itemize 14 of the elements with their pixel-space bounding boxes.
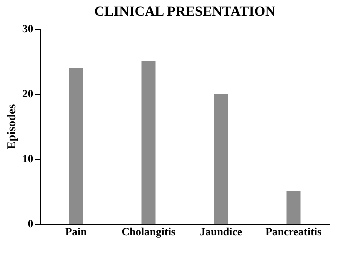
chart-title: CLINICAL PRESENTATION xyxy=(94,5,276,20)
bar xyxy=(69,68,84,224)
y-axis-title: Episodes xyxy=(4,104,18,150)
bar xyxy=(142,62,156,224)
x-tick-label: Jaundice xyxy=(200,226,242,238)
bar xyxy=(286,192,301,224)
y-tick-label: 0 xyxy=(28,218,34,230)
y-tick-label: 20 xyxy=(22,88,34,100)
x-tick-label: Pain xyxy=(66,226,87,238)
x-tick-label: Cholangitis xyxy=(122,226,176,238)
bar xyxy=(214,94,228,224)
y-tick-label: 30 xyxy=(22,24,34,36)
x-tick-label: Pancreatitis xyxy=(266,226,322,238)
y-tick-label: 10 xyxy=(22,154,34,166)
